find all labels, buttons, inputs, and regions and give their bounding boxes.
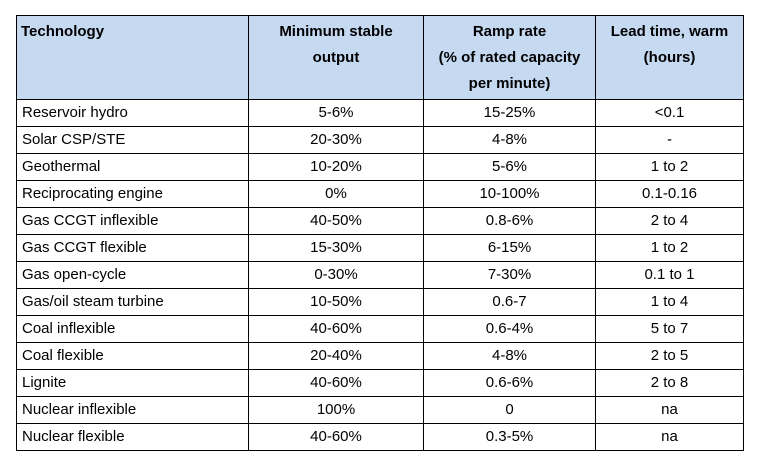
cell-minimum-stable-output: 0-30% (248, 261, 424, 289)
header-line: (hours) (643, 49, 696, 66)
cell-technology: Reciprocating engine (16, 180, 249, 208)
cell-technology: Gas CCGT inflexible (16, 207, 249, 235)
cell-minimum-stable-output: 10-20% (248, 153, 424, 181)
cell-technology: Gas CCGT flexible (16, 234, 249, 262)
cell-lead-time: <0.1 (595, 99, 744, 127)
cell-lead-time: 1 to 2 (595, 234, 744, 262)
cell-minimum-stable-output: 40-60% (248, 423, 424, 451)
cell-ramp-rate: 15-25% (423, 99, 596, 127)
cell-minimum-stable-output: 0% (248, 180, 424, 208)
cell-lead-time: 0.1-0.16 (595, 180, 744, 208)
cell-ramp-rate: 6-15% (423, 234, 596, 262)
header-technology: Technology (16, 15, 249, 100)
cell-minimum-stable-output: 20-30% (248, 126, 424, 154)
header-line: (% of rated capacity (438, 49, 581, 66)
header-ramp-rate: Ramp rate (% of rated capacity per minut… (423, 15, 596, 100)
cell-lead-time: 2 to 8 (595, 369, 744, 397)
cell-technology: Gas open-cycle (16, 261, 249, 289)
header-line: Lead time, warm (610, 23, 729, 40)
cell-ramp-rate: 0.8-6% (423, 207, 596, 235)
table-row: Gas open-cycle 0-30% 7-30% 0.1 to 1 (16, 261, 744, 289)
header-line: Ramp rate (472, 23, 547, 40)
table-row: Reciprocating engine 0% 10-100% 0.1-0.16 (16, 180, 744, 208)
cell-technology: Geothermal (16, 153, 249, 181)
cell-lead-time: na (595, 423, 744, 451)
cell-lead-time: 5 to 7 (595, 315, 744, 343)
cell-minimum-stable-output: 40-50% (248, 207, 424, 235)
cell-lead-time: 2 to 5 (595, 342, 744, 370)
cell-lead-time: 1 to 4 (595, 288, 744, 316)
cell-minimum-stable-output: 40-60% (248, 369, 424, 397)
table-row: Geothermal 10-20% 5-6% 1 to 2 (16, 153, 744, 181)
cell-lead-time: 2 to 4 (595, 207, 744, 235)
cell-lead-time: 1 to 2 (595, 153, 744, 181)
cell-minimum-stable-output: 20-40% (248, 342, 424, 370)
header-line: Minimum stable (279, 23, 393, 40)
cell-ramp-rate: 0.3-5% (423, 423, 596, 451)
table-row: Coal inflexible 40-60% 0.6-4% 5 to 7 (16, 315, 744, 343)
cell-ramp-rate: 7-30% (423, 261, 596, 289)
cell-lead-time: na (595, 396, 744, 424)
cell-ramp-rate: 0.6-7 (423, 288, 596, 316)
cell-technology: Coal inflexible (16, 315, 249, 343)
header-line: per minute) (468, 75, 551, 92)
table-row: Gas/oil steam turbine 10-50% 0.6-7 1 to 4 (16, 288, 744, 316)
cell-technology: Nuclear inflexible (16, 396, 249, 424)
cell-ramp-rate: 0.6-4% (423, 315, 596, 343)
cell-ramp-rate: 4-8% (423, 342, 596, 370)
table-row: Gas CCGT flexible 15-30% 6-15% 1 to 2 (16, 234, 744, 262)
table-row: Lignite 40-60% 0.6-6% 2 to 8 (16, 369, 744, 397)
header-technology-line: Technology (21, 23, 105, 40)
cell-minimum-stable-output: 100% (248, 396, 424, 424)
cell-technology: Lignite (16, 369, 249, 397)
table-body: Reservoir hydro 5-6% 15-25% <0.1 Solar CSP/S… (16, 99, 744, 451)
cell-lead-time: 0.1 to 1 (595, 261, 744, 289)
cell-technology: Gas/oil steam turbine (16, 288, 249, 316)
cell-ramp-rate: 10-100% (423, 180, 596, 208)
cell-minimum-stable-output: 15-30% (248, 234, 424, 262)
cell-technology: Reservoir hydro (16, 99, 249, 127)
cell-lead-time: - (595, 126, 744, 154)
cell-technology: Coal flexible (16, 342, 249, 370)
header-row: Technology Minimum stable output Ramp ra… (16, 15, 744, 100)
table-row: Coal flexible 20-40% 4-8% 2 to 5 (16, 342, 744, 370)
table-row: Nuclear flexible 40-60% 0.3-5% na (16, 423, 744, 451)
cell-minimum-stable-output: 10-50% (248, 288, 424, 316)
cell-ramp-rate: 0.6-6% (423, 369, 596, 397)
table-row: Reservoir hydro 5-6% 15-25% <0.1 (16, 99, 744, 127)
cell-ramp-rate: 4-8% (423, 126, 596, 154)
table-row: Nuclear inflexible 100% 0 na (16, 396, 744, 424)
table-row: Solar CSP/STE 20-30% 4-8% - (16, 126, 744, 154)
header-line: output (312, 49, 360, 66)
cell-technology: Nuclear flexible (16, 423, 249, 451)
header-minimum-stable-output: Minimum stable output (248, 15, 424, 100)
cell-technology: Solar CSP/STE (16, 126, 249, 154)
table-row: Gas CCGT inflexible 40-50% 0.8-6% 2 to 4 (16, 207, 744, 235)
cell-ramp-rate: 5-6% (423, 153, 596, 181)
header-lead-time: Lead time, warm (hours) (595, 15, 744, 100)
technology-flexibility-table: Technology Minimum stable output Ramp ra… (16, 15, 744, 451)
cell-ramp-rate: 0 (423, 396, 596, 424)
cell-minimum-stable-output: 40-60% (248, 315, 424, 343)
cell-minimum-stable-output: 5-6% (248, 99, 424, 127)
